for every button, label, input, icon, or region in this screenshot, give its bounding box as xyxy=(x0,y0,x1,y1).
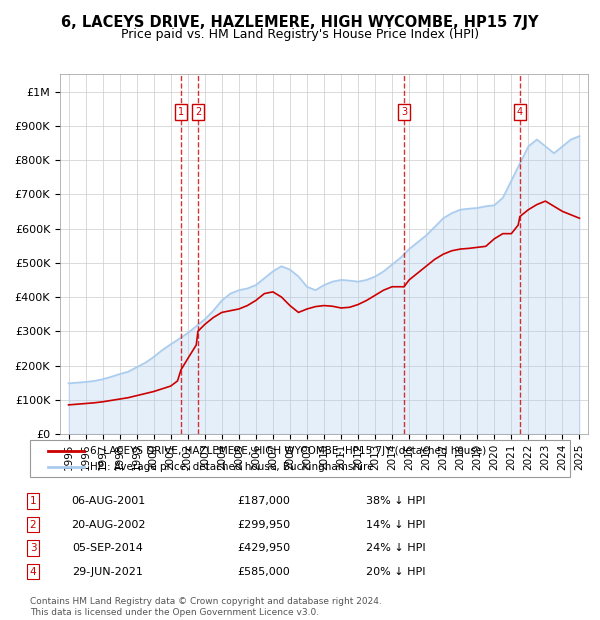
Text: HPI: Average price, detached house, Buckinghamshire: HPI: Average price, detached house, Buck… xyxy=(90,462,373,472)
Text: 4: 4 xyxy=(29,567,37,577)
Text: £299,950: £299,950 xyxy=(238,520,290,529)
Text: £585,000: £585,000 xyxy=(238,567,290,577)
Text: 1: 1 xyxy=(29,496,37,506)
Text: 20-AUG-2002: 20-AUG-2002 xyxy=(71,520,145,529)
Text: Contains HM Land Registry data © Crown copyright and database right 2024.
This d: Contains HM Land Registry data © Crown c… xyxy=(30,598,382,617)
Text: 1: 1 xyxy=(178,107,184,117)
Text: 6, LACEYS DRIVE, HAZLEMERE, HIGH WYCOMBE, HP15 7JY (detached house): 6, LACEYS DRIVE, HAZLEMERE, HIGH WYCOMBE… xyxy=(90,446,486,456)
Text: 2: 2 xyxy=(195,107,201,117)
Text: 3: 3 xyxy=(401,107,407,117)
Text: 24% ↓ HPI: 24% ↓ HPI xyxy=(366,543,426,553)
Text: 2: 2 xyxy=(29,520,37,529)
Text: £187,000: £187,000 xyxy=(238,496,290,506)
Text: 38% ↓ HPI: 38% ↓ HPI xyxy=(366,496,426,506)
Text: 3: 3 xyxy=(29,543,37,553)
Text: 14% ↓ HPI: 14% ↓ HPI xyxy=(366,520,426,529)
Text: 05-SEP-2014: 05-SEP-2014 xyxy=(73,543,143,553)
Text: 6, LACEYS DRIVE, HAZLEMERE, HIGH WYCOMBE, HP15 7JY: 6, LACEYS DRIVE, HAZLEMERE, HIGH WYCOMBE… xyxy=(61,16,539,30)
Text: 4: 4 xyxy=(517,107,523,117)
Text: 29-JUN-2021: 29-JUN-2021 xyxy=(73,567,143,577)
Text: 20% ↓ HPI: 20% ↓ HPI xyxy=(366,567,426,577)
Text: £429,950: £429,950 xyxy=(238,543,290,553)
Text: Price paid vs. HM Land Registry's House Price Index (HPI): Price paid vs. HM Land Registry's House … xyxy=(121,28,479,41)
Text: 06-AUG-2001: 06-AUG-2001 xyxy=(71,496,145,506)
